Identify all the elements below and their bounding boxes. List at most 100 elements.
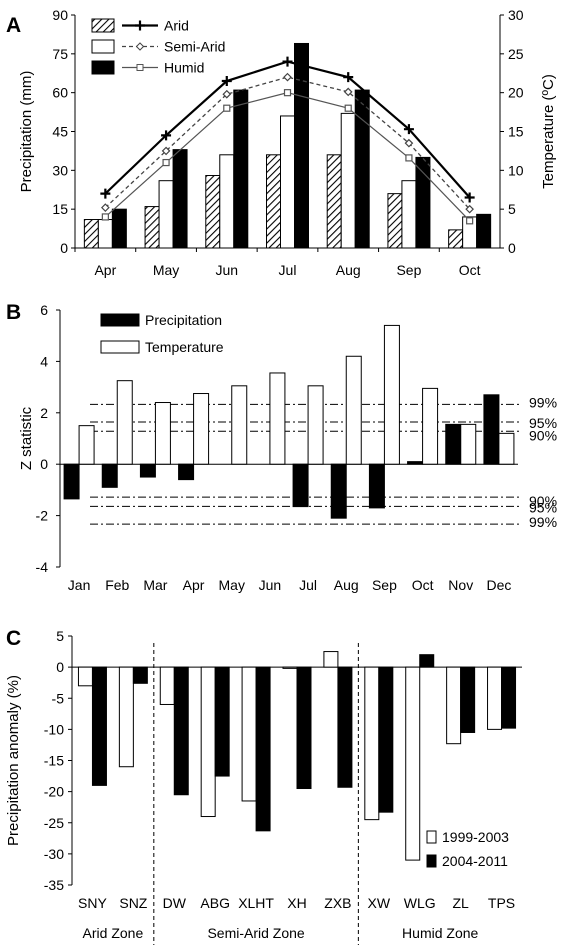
legend-swatch-precipitation: [100, 313, 140, 327]
y-tick-label: 0: [60, 240, 68, 256]
x-tick-label: May: [219, 577, 245, 593]
marker-humid-jul: [283, 89, 292, 97]
bar-1999-2003-sny: [77, 666, 93, 687]
bar-temperature-apr: [193, 393, 210, 465]
y-tick-label: -2: [36, 508, 49, 524]
bar-2004-2011-dw: [173, 666, 189, 796]
bar-precipitation-aug: [330, 463, 347, 519]
x-tick-label: Sep: [396, 262, 421, 278]
x-tick-label: Nov: [448, 577, 473, 593]
x-tick-label: ABG: [200, 895, 230, 911]
bar-precipitation-oct: [407, 461, 424, 465]
legend-swatch-1999-2003: [426, 830, 437, 844]
x-tick-label: Oct: [459, 262, 481, 278]
bar-arid-oct: [448, 229, 464, 249]
x-tick-label: DW: [163, 895, 187, 911]
zone-label: Humid Zone: [402, 925, 478, 941]
x-tick-label: ZXB: [324, 895, 351, 911]
bar-temperature-jun: [269, 372, 286, 465]
bar-1999-2003-dw: [159, 666, 175, 705]
marker-semi-arid-aug: [343, 87, 353, 97]
y2-tick-label: 0: [508, 240, 516, 256]
bar-arid-sep: [387, 193, 403, 249]
legend-swatch-bar-arid: [91, 18, 115, 33]
bar-temperature-feb: [116, 380, 133, 465]
legend-label-1999-2003: 1999-2003: [442, 829, 509, 845]
bar-humid-oct: [476, 213, 492, 249]
bar-1999-2003-xh: [282, 666, 298, 669]
y-axis-label: Precipitation (mm): [18, 71, 35, 193]
bar-humid-aug: [354, 89, 370, 249]
y-axis-label: Precipitation anomaly (%): [5, 675, 22, 846]
bar-precipitation-apr: [178, 463, 195, 481]
legend-label-2004-2011: 2004-2011: [442, 853, 508, 869]
bar-2004-2011-snz: [132, 666, 148, 684]
bar-1999-2003-wlg: [405, 666, 421, 861]
marker-humid-jun: [223, 104, 231, 112]
bar-precipitation-jan: [63, 463, 80, 500]
marker-semi-arid-apr: [101, 203, 110, 212]
bar-humid-jun: [233, 89, 249, 249]
zone-label: Arid Zone: [83, 925, 144, 941]
legend-swatch-bar-semi-arid: [91, 39, 115, 54]
bar-arid-jul: [266, 154, 281, 249]
bar-humid-jul: [294, 42, 309, 249]
y-tick-label: -25: [44, 815, 64, 831]
marker-humid-oct: [466, 217, 474, 225]
bar-humid-sep: [415, 156, 431, 249]
bar-2004-2011-xw: [378, 666, 394, 813]
y-tick-label: -10: [44, 721, 64, 737]
legend-label-humid: Humid: [164, 60, 204, 76]
bar-temperature-mar: [154, 402, 171, 465]
x-tick-label: Jan: [68, 577, 91, 593]
y2-tick-label: 10: [508, 162, 524, 178]
marker-humid-may: [162, 158, 170, 167]
y-tick-label: -4: [36, 559, 49, 575]
x-tick-label: XLHT: [238, 895, 274, 911]
y-axis-label: Z statistic: [18, 406, 35, 470]
bar-1999-2003-abg: [200, 666, 216, 818]
reference-label-95pct: 95%: [529, 415, 557, 431]
x-tick-label: ZL: [452, 895, 469, 911]
bar-precipitation-feb: [101, 463, 118, 488]
legend-label-arid: Arid: [164, 18, 189, 34]
legend-label-temperature: Temperature: [145, 339, 224, 355]
marker-semi-arid-jul: [283, 72, 292, 82]
bar-2004-2011-xh: [296, 666, 312, 790]
marker-arid-apr: [100, 188, 111, 199]
bar-1999-2003-xw: [364, 666, 380, 821]
bar-semi-arid-jun: [219, 154, 235, 249]
y2-axis-label: Temperature (ºC): [540, 74, 557, 189]
x-tick-label: Jun: [215, 262, 238, 278]
bar-semi-arid-sep: [401, 180, 417, 249]
x-tick-label: Aug: [334, 577, 359, 593]
x-tick-label: Aug: [336, 262, 361, 278]
y-tick-label: 4: [40, 353, 48, 369]
y-tick-label: -35: [44, 877, 64, 893]
marker-arid-aug: [343, 72, 354, 83]
bar-1999-2003-xlht: [241, 666, 257, 802]
reference-label-99pct: 99%: [529, 394, 557, 410]
bar-2004-2011-abg: [214, 666, 230, 777]
y-tick-label: 5: [56, 628, 64, 644]
y-tick-label: 45: [52, 124, 68, 140]
x-tick-label: Jul: [299, 577, 317, 593]
panel-b-label: B: [6, 301, 21, 324]
x-tick-label: Mar: [143, 577, 167, 593]
y2-tick-label: 30: [508, 7, 524, 23]
reference-label-95pct: 95%: [529, 499, 557, 515]
panel-c-chart: -35 -30 -25 -20 -15 -10 -5 0 5 Precipitation anom…: [5, 628, 522, 945]
bar-temperature-jan: [78, 425, 95, 465]
bar-precipitation-sep: [368, 463, 385, 509]
bar-semi-arid-jul: [280, 115, 295, 249]
zone-label: Semi-Arid Zone: [207, 925, 304, 941]
legend-label-precipitation: Precipitation: [145, 312, 222, 328]
y-tick-label: 0: [56, 659, 64, 675]
y-tick-label: -20: [44, 784, 64, 800]
y2-tick-label: 5: [508, 201, 516, 217]
bar-precipitation-nov: [445, 423, 462, 465]
panel-a-chart: 0 15 30 45 60 75 90 0 5 10 15 20 25 30 Precipitation (…: [18, 7, 557, 278]
y-tick-label: -30: [44, 846, 64, 862]
panel-c-label: C: [6, 627, 21, 650]
